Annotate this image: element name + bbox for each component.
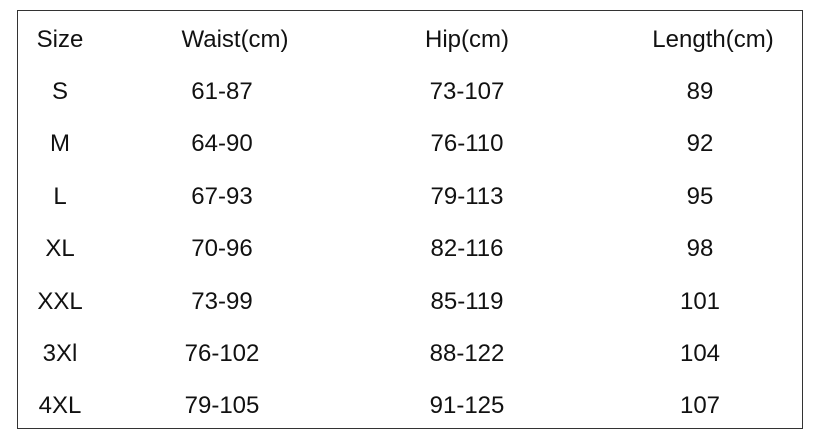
table-cell: 70-96	[191, 235, 253, 263]
table-cell: 76-102	[184, 340, 260, 367]
table-cell: 64-90	[191, 130, 253, 158]
table-cell: 95	[686, 182, 714, 210]
table-cell: 79-113	[430, 182, 504, 210]
table-cell: 3Xl	[42, 340, 78, 367]
table-cell: 88-122	[429, 340, 505, 367]
table-cell: 4XL	[38, 392, 82, 420]
table-cell: 76-110	[430, 130, 504, 158]
table-cell: 79-105	[184, 392, 260, 420]
table-cell: 92	[686, 130, 714, 158]
header-cell: Hip(cm)	[425, 26, 509, 53]
table-cell: 85-119	[430, 287, 504, 315]
table-cell: 101	[679, 287, 721, 315]
table-cell: 67-93	[191, 182, 253, 210]
table-cell: S	[51, 78, 69, 105]
header-cell: Size	[36, 26, 84, 53]
table-cell: L	[53, 182, 67, 210]
table-cell: 89	[686, 78, 714, 105]
table-cell: 91-125	[429, 392, 505, 420]
table-cell: XXL	[37, 287, 83, 315]
table-border	[17, 10, 803, 429]
table-cell: 73-107	[429, 78, 505, 105]
header-cell: Waist(cm)	[181, 26, 289, 53]
header-cell: Length(cm)	[652, 26, 774, 53]
table-cell: XL	[45, 235, 75, 263]
table-cell: M	[50, 130, 70, 158]
table-cell: 73-99	[191, 287, 253, 315]
table-cell: 107	[679, 392, 721, 420]
table-cell: 104	[679, 340, 721, 367]
table-cell: 82-116	[430, 235, 504, 263]
table-cell: 61-87	[191, 78, 253, 105]
table-cell: 98	[686, 235, 714, 263]
